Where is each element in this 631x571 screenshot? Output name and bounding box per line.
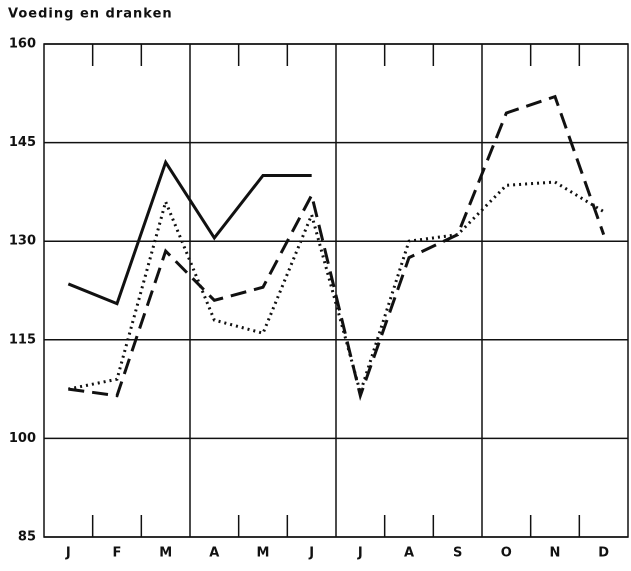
x-tick-label: A — [404, 546, 414, 561]
x-tick-label: M — [257, 546, 270, 561]
x-tick-label: J — [65, 546, 71, 561]
y-tick-label: 100 — [9, 431, 36, 446]
x-tick-label: J — [357, 546, 363, 561]
x-tick-label: J — [308, 546, 314, 561]
y-tick-label: 145 — [9, 135, 36, 150]
x-tick-label: A — [209, 546, 219, 561]
series-line — [67, 158, 312, 306]
x-tick-label: D — [598, 546, 609, 561]
x-tick-label: S — [453, 546, 462, 561]
x-tick-label: M — [159, 546, 172, 561]
y-tick-label: 130 — [9, 234, 36, 249]
series-line — [68, 180, 605, 398]
y-tick-label: 115 — [9, 332, 36, 347]
chart-title: Voeding en dranken — [8, 7, 173, 22]
y-tick-label: 160 — [9, 37, 36, 52]
y-tick-label: 85 — [18, 530, 36, 545]
series-line — [68, 94, 606, 401]
x-tick-label: F — [113, 546, 122, 561]
x-tick-label: N — [550, 546, 561, 561]
x-tick-label: O — [501, 546, 512, 561]
plot-frame — [43, 43, 629, 538]
